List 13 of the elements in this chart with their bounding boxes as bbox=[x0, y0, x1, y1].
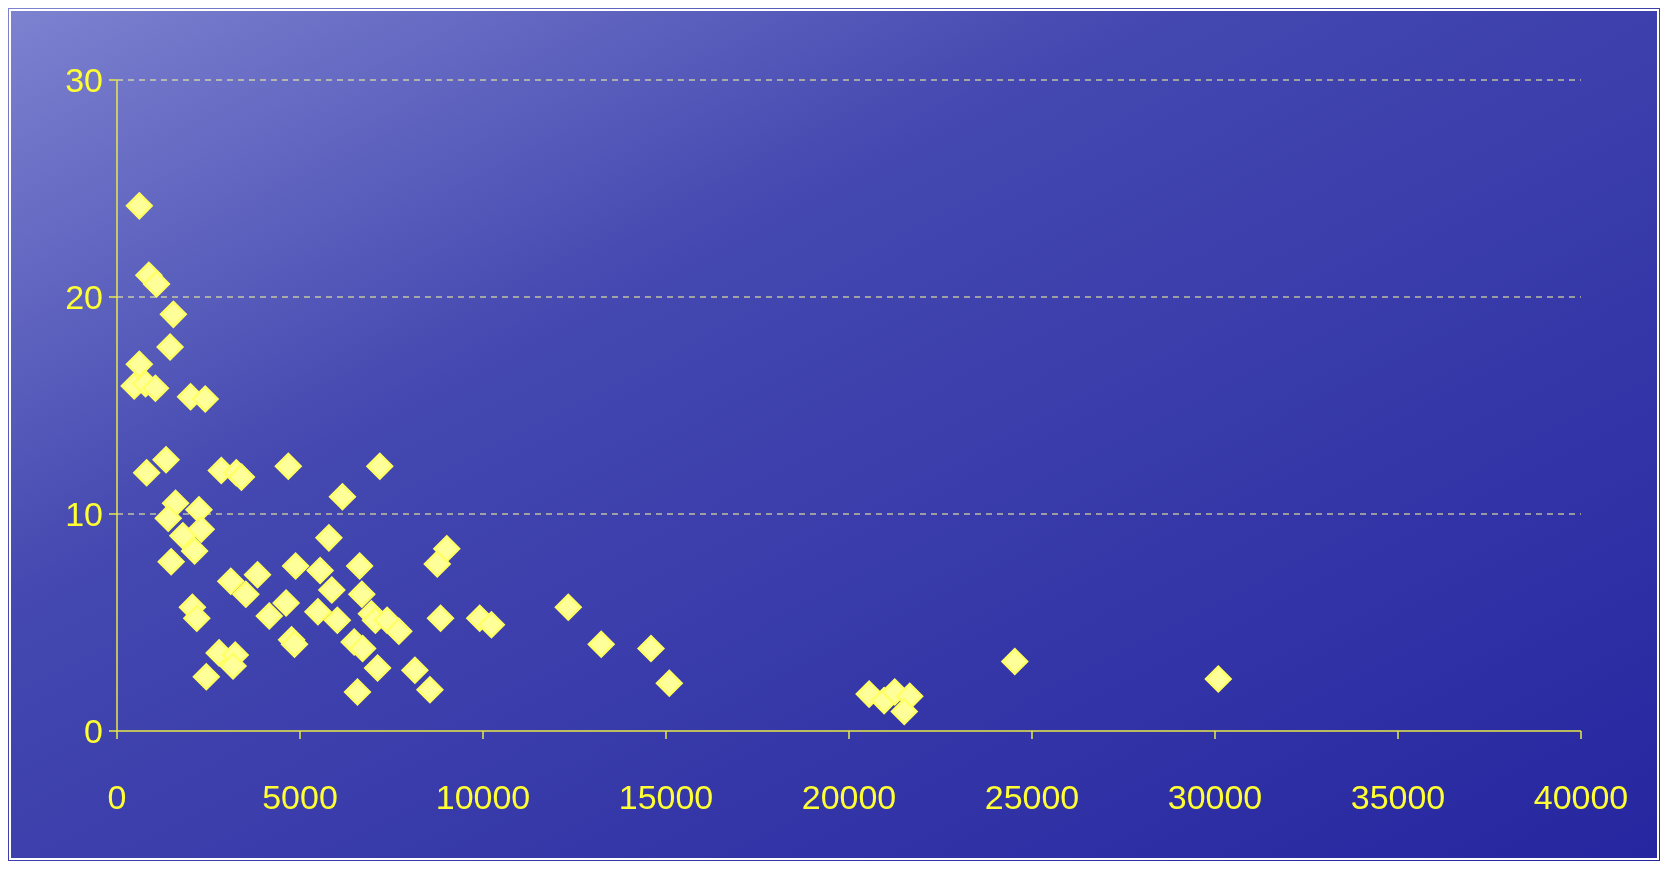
x-tick-label: 40000 bbox=[1533, 778, 1629, 816]
x-tick-label: 25000 bbox=[984, 778, 1080, 816]
x-tick-label: 20000 bbox=[801, 778, 897, 816]
y-tick-label: 20 bbox=[65, 277, 103, 316]
y-tick-label: 30 bbox=[65, 60, 103, 99]
y-tick-label: 10 bbox=[65, 494, 103, 533]
x-tick-label: 35000 bbox=[1350, 778, 1446, 816]
y-tick-label: 0 bbox=[84, 711, 103, 750]
x-tick-label: 10000 bbox=[435, 778, 531, 816]
x-tick-label: 0 bbox=[107, 778, 127, 816]
x-tick-label: 15000 bbox=[618, 778, 714, 816]
x-tick-label: 5000 bbox=[262, 778, 338, 816]
x-tick-label: 30000 bbox=[1167, 778, 1263, 816]
